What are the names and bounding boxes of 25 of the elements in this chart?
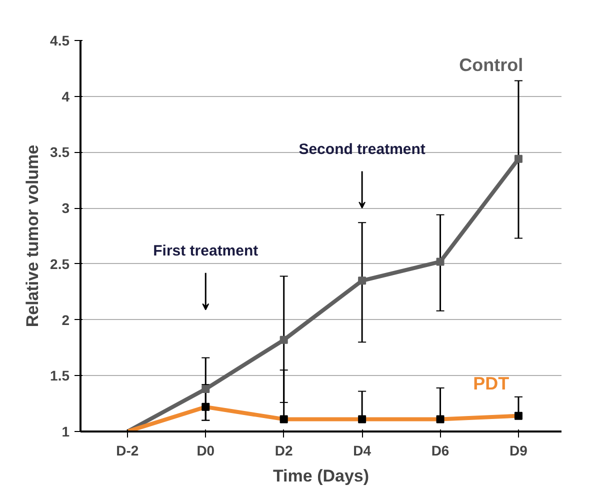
series-label: PDT — [473, 374, 510, 394]
y-tick-label: 3.5 — [50, 144, 70, 160]
y-tick-label: 4 — [62, 88, 70, 104]
x-tick-label: D2 — [274, 442, 294, 458]
y-tick-label: 2 — [62, 312, 70, 328]
y-tick-label: 2.5 — [50, 256, 70, 272]
y-tick-label: 1.5 — [50, 368, 70, 384]
point — [358, 276, 366, 285]
x-tick-label: D-2 — [116, 442, 139, 458]
annotation: First treatment — [153, 242, 258, 260]
y-tick-label: 4.5 — [50, 32, 70, 48]
y-tick-label: 1 — [62, 424, 70, 440]
point — [436, 258, 444, 266]
x-tick-label: D9 — [510, 442, 528, 458]
point — [514, 154, 522, 163]
x-tick-label: D0 — [196, 442, 215, 458]
x-axis-title: Time (Days) — [272, 466, 370, 486]
y-tick-label: 3 — [62, 200, 70, 216]
text: Control — [459, 55, 524, 76]
point — [280, 336, 288, 344]
x-tick-label: D4 — [353, 442, 372, 458]
y-axis-title: Relative tumor volume — [23, 144, 42, 328]
x-tick-label: D6 — [431, 442, 450, 458]
annotation: Second treatment — [298, 140, 426, 158]
point — [202, 385, 210, 394]
